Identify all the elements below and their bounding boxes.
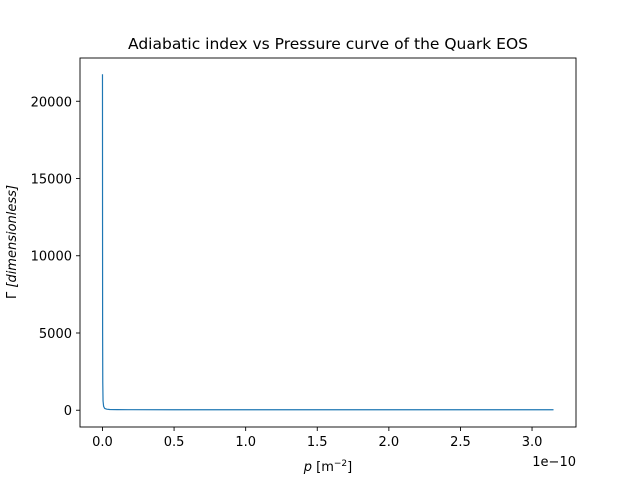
x-axis-label-symbol: p <box>303 460 312 475</box>
series-group <box>101 74 554 411</box>
plot-area <box>80 58 576 427</box>
x-axis-ticks: 0.0 0.5 1.0 1.5 2.0 2.5 3.0 <box>92 427 542 450</box>
y-tick-label: 15000 <box>31 173 72 188</box>
x-axis-label: p [m−2] <box>303 459 353 475</box>
x-axis-label-unit-exp: −2 <box>334 459 347 469</box>
y-tick-label: 20000 <box>31 95 72 110</box>
x-axis-label-unit-close: ] <box>347 460 352 475</box>
y-tick-label: 5000 <box>39 327 72 342</box>
x-tick-label: 1.5 <box>307 435 328 450</box>
x-tick-label: 0.0 <box>92 435 113 450</box>
x-axis-label-unit-open: [m <box>316 460 334 475</box>
y-axis-label-unit: [dimensionless] <box>5 185 20 288</box>
y-axis-label: Γ [dimensionless] <box>5 185 20 299</box>
x-axis-offset-text: 1e−10 <box>532 455 576 470</box>
y-axis-label-symbol: Γ <box>5 291 20 299</box>
x-tick-label: 1.0 <box>235 435 256 450</box>
y-tick-label: 0 <box>64 404 72 419</box>
axes-frame <box>79 57 577 428</box>
x-tick-label: 0.5 <box>164 435 185 450</box>
x-tick-label: 2.5 <box>450 435 471 450</box>
x-tick-label: 2.0 <box>379 435 400 450</box>
series-line <box>101 74 554 411</box>
chart-title: Adiabatic index vs Pressure curve of the… <box>128 35 528 53</box>
y-axis-ticks: 0 5000 10000 15000 20000 <box>31 95 80 419</box>
y-tick-label: 10000 <box>31 250 72 265</box>
x-tick-label: 3.0 <box>522 435 543 450</box>
